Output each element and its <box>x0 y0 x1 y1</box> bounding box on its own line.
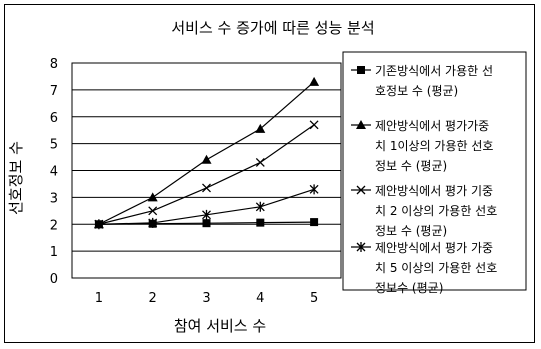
legend-entry-text: 제안방식에서 평가 가중 <box>375 241 493 255</box>
series-line-3 <box>98 124 315 225</box>
series-2-point <box>147 192 158 202</box>
x-tick-label: 2 <box>149 291 157 306</box>
series-4-point <box>255 201 265 212</box>
legend-entry-text: 정보 수 (평균) <box>375 159 447 173</box>
y-tick-label: 0 <box>50 272 58 287</box>
chart-title: 서비스 수 증가에 따른 성능 분석 <box>171 19 374 37</box>
legend-entry-text: 호정보 수 (평균) <box>375 84 458 98</box>
series-4-point <box>202 209 211 220</box>
legend-box <box>342 51 527 291</box>
series-4-point <box>309 184 319 195</box>
series-line-2 <box>98 81 315 225</box>
chart-frame <box>4 4 535 343</box>
y-tick-label: 2 <box>50 218 58 233</box>
legend-entry-text: 제안방식에서 평가 기중 <box>375 184 493 198</box>
legend-entry-text: 치 2 이상의 가용한 선호 <box>375 204 497 218</box>
y-tick-label: 8 <box>50 57 58 72</box>
y-tick-label: 6 <box>50 111 58 126</box>
legend-marker-triangle <box>356 120 366 129</box>
series-2-point <box>255 123 266 133</box>
y-axis-label: 선호정보 수 <box>7 141 25 215</box>
legend-entry-text: 정보수 (평균) <box>375 281 443 295</box>
series-3-point <box>309 120 319 130</box>
series-4-point <box>148 217 158 228</box>
legend-marker-square <box>357 66 365 74</box>
plot-area: 0 1 2 3 4 5 6 7 8 1 2 3 4 5 <box>50 57 342 306</box>
series-4-point <box>94 219 104 230</box>
legend-entry-text: 기존방식에서 가용한 선 <box>375 64 493 78</box>
series-1-point <box>202 219 211 228</box>
y-tick-label: 4 <box>50 165 58 180</box>
plot-border <box>71 62 342 279</box>
x-tick-label: 4 <box>256 291 264 306</box>
legend-entry-text: 정보 수 (평균) <box>375 224 447 238</box>
x-axis-label: 참여 서비스 수 <box>174 317 266 335</box>
series-1-point <box>310 218 319 227</box>
series-3-point <box>148 206 158 216</box>
series-1-point <box>256 218 265 227</box>
y-tick-label: 1 <box>50 245 58 260</box>
legend-marker-star <box>356 242 366 252</box>
y-tick-label: 5 <box>50 138 58 153</box>
x-tick-label: 1 <box>95 291 103 306</box>
y-tick-label: 7 <box>50 84 58 99</box>
series-2-point <box>309 76 320 86</box>
y-tick-label: 3 <box>50 191 58 206</box>
legend-entry-text: 치 1이상의 가용한 선호 <box>375 139 493 153</box>
x-tick-label: 3 <box>202 291 210 306</box>
legend-entry-text: 제안방식에서 평가가중 <box>375 119 489 133</box>
series-3-point <box>202 183 211 193</box>
x-tick-label: 5 <box>310 291 318 306</box>
legend-marker-x <box>356 185 366 195</box>
series-3-point <box>255 157 265 167</box>
legend-entry-text: 치 5 이상의 가용한 선호 <box>375 261 497 275</box>
series-2-point <box>201 154 212 164</box>
